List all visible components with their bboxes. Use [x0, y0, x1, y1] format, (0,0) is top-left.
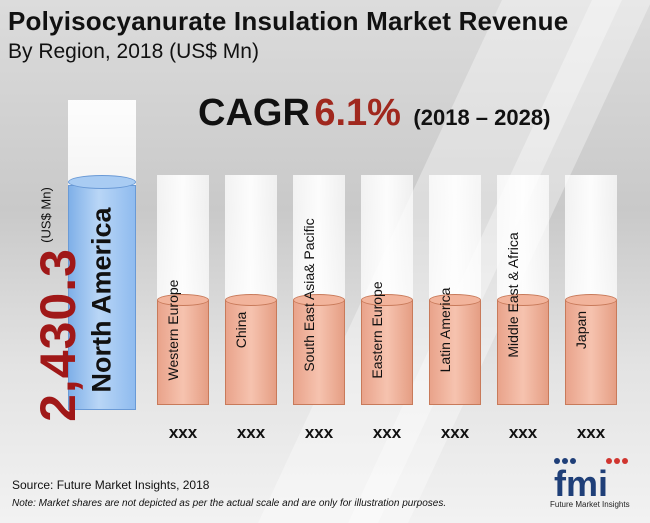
bar-north-america-cap: [68, 175, 136, 189]
bar-label-japan: Japan: [573, 310, 589, 350]
bar-label-north-america: North America: [86, 207, 117, 393]
bar-china: [225, 300, 277, 405]
bar-label-south-east-asia-pacific: South East Asia& Pacific: [301, 218, 317, 372]
bar-cap-japan: [565, 294, 617, 306]
value-label-eastern-europe: xxx: [372, 423, 402, 442]
bar-south-east-asia-pacific: [293, 300, 345, 405]
cagr-period: (2018 – 2028): [413, 105, 551, 130]
cagr-label: CAGR: [198, 92, 310, 134]
value-unit: (US$ Mn): [38, 187, 54, 243]
chart-subtitle: By Region, 2018 (US$ Mn): [8, 40, 259, 63]
bar-label-middle-east-africa: Middle East & Africa: [505, 232, 521, 358]
bar-middle-east-africa: [497, 300, 549, 405]
bar-cap-western-europe: [157, 294, 209, 306]
value-label-south-east-asia-pacific: xxx: [304, 423, 334, 442]
value-label-latin-america: xxx: [440, 423, 470, 442]
source-note: Source: Future Market Insights, 2018: [12, 478, 210, 492]
logo-caption: Future Market Insights: [550, 500, 630, 509]
bar-label-latin-america: Latin America: [437, 287, 453, 373]
bar-label-china: China: [233, 311, 249, 349]
bar-cap-south-east-asia-pacific: [293, 294, 345, 306]
bar-cap-middle-east-africa: [497, 294, 549, 306]
fmi-logo: fmi: [554, 458, 628, 504]
bar-cap-eastern-europe: [361, 294, 413, 306]
bar-cap-latin-america: [429, 294, 481, 306]
bar-latin-america: [429, 300, 481, 405]
value-label-japan: xxx: [576, 423, 606, 442]
bar-cap-china: [225, 294, 277, 306]
bar-label-western-europe: Western Europe: [165, 279, 181, 381]
cagr-callout: CAGR 6.1% (2018 – 2028): [198, 92, 550, 135]
value-label-middle-east-africa: xxx: [508, 423, 538, 442]
bar-japan: [565, 300, 617, 405]
disclaimer-note: Note: Market shares are not depicted as …: [12, 498, 447, 509]
value-label-western-europe: xxx: [168, 423, 198, 442]
chart-title: Polyisocyanurate Insulation Market Reven…: [8, 6, 569, 36]
highlight-value: 2,430.3: [30, 248, 86, 422]
bar-label-eastern-europe: Eastern Europe: [369, 281, 385, 379]
svg-text:fmi: fmi: [554, 463, 608, 504]
value-label-china: xxx: [236, 423, 266, 442]
bar-eastern-europe: [361, 300, 413, 405]
cagr-value: 6.1%: [314, 92, 401, 134]
bar-north-america: [68, 185, 136, 410]
